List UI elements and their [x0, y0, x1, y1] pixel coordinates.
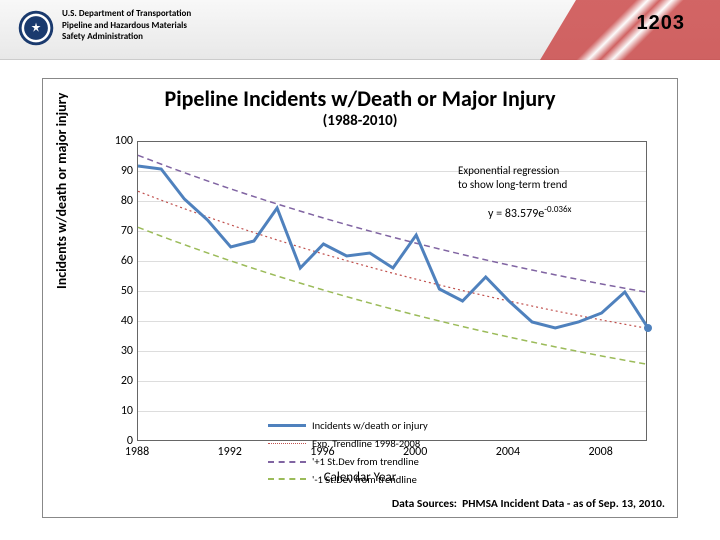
dept-line-1: U.S. Department of Transportation [62, 8, 191, 20]
annotation-text: Exponential regression to show long-term… [458, 164, 567, 191]
dot-logo-icon [18, 10, 54, 46]
y-tick-label: 90 [103, 164, 133, 178]
y-tick-label: 60 [103, 254, 133, 268]
y-tick-label: 70 [103, 224, 133, 238]
x-tick-label: 2008 [588, 445, 612, 459]
data-source-note: Data Sources: PHMSA Incident Data - as o… [392, 497, 665, 511]
dept-line-3: Safety Administration [62, 31, 191, 43]
x-tick-label: 1992 [218, 445, 242, 459]
y-tick-label: 100 [103, 134, 133, 148]
x-tick-label: 2000 [403, 445, 427, 459]
x-tick-label: 2004 [496, 445, 520, 459]
y-tick-label: 80 [103, 194, 133, 208]
chart-subtitle: (1988-2010) [43, 112, 677, 130]
y-tick-label: 40 [103, 314, 133, 328]
regression-equation: y = 83.579e-0.036x [488, 204, 571, 221]
y-axis-label: Incidents w/death or major injury [53, 93, 70, 289]
header-banner: U.S. Department of Transportation Pipeli… [0, 0, 720, 60]
legend-trendline: Exp. Trendline 1998-2008 [268, 435, 488, 453]
dept-line-2: Pipeline and Hazardous Materials [62, 20, 191, 32]
chart-title: Pipeline Incidents w/Death or Major Inju… [43, 85, 677, 112]
chart-container: Pipeline Incidents w/Death or Major Inju… [42, 78, 678, 518]
y-tick-label: 30 [103, 344, 133, 358]
chart-svg [138, 142, 648, 442]
y-tick-label: 50 [103, 284, 133, 298]
y-tick-label: 20 [103, 374, 133, 388]
legend-main-series: Incidents w/death or injury [268, 417, 488, 435]
regression-annotation: Exponential regression to show long-term… [458, 164, 567, 193]
department-text: U.S. Department of Transportation Pipeli… [62, 8, 191, 43]
x-axis-label: Calendar Year [43, 470, 677, 485]
x-tick-label: 1996 [310, 445, 334, 459]
y-tick-label: 10 [103, 404, 133, 418]
x-tick-label: 1988 [125, 445, 149, 459]
hazmat-sign-number: 1203 [637, 12, 686, 35]
plot-area: Exponential regression to show long-term… [137, 141, 647, 441]
legend-upper-dev: '+1 St.Dev from trendline [268, 453, 488, 471]
